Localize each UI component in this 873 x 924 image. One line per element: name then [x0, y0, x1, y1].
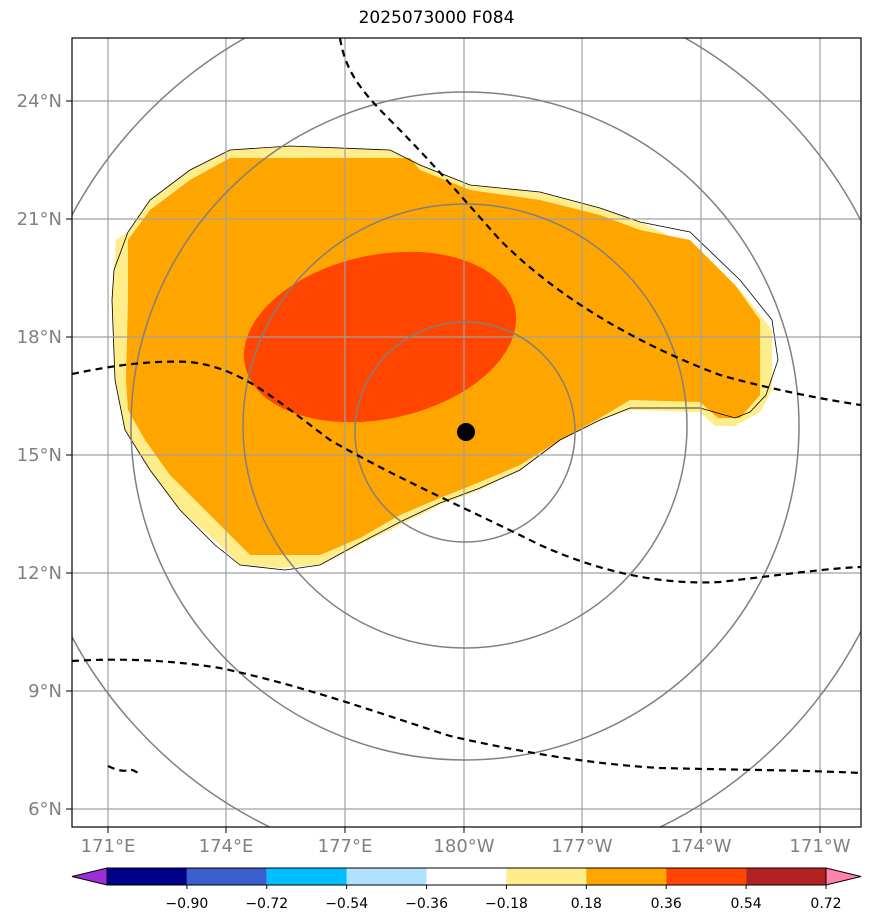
lat-tick-label: 21°N: [17, 209, 62, 230]
lon-tick-label: 174°E: [199, 836, 254, 857]
range-ring-1: [354, 321, 576, 543]
colorbar-tick-label: 0.36: [651, 896, 682, 912]
lon-tick-label: 177°E: [318, 836, 373, 857]
colorbar-segment: [107, 868, 187, 885]
storm-center-marker: [457, 423, 475, 441]
colorbar-segment: [506, 868, 587, 885]
colorbar-tick-label: −0.36: [405, 896, 448, 912]
lat-tick-label: 18°N: [17, 327, 62, 348]
colorbar-tick-label: −0.72: [245, 896, 288, 912]
lat-tick-label: 9°N: [28, 681, 62, 702]
dashed-contours: [72, 38, 861, 775]
colorbar-tick-label: 0.72: [810, 896, 841, 912]
colorbar-tick-label: −0.18: [485, 896, 528, 912]
lat-tick-label: 6°N: [28, 799, 62, 820]
colorbar-segment: [426, 868, 507, 885]
lon-tick-label: 171°E: [81, 836, 136, 857]
colorbar-tick-label: 0.18: [571, 896, 602, 912]
lon-tick-label: 177°W: [551, 836, 612, 857]
colorbar-tick-label: −0.90: [165, 896, 208, 912]
lon-tick-label: 171°W: [789, 836, 850, 857]
dashed-contour-3: [72, 658, 861, 775]
map-area: [72, 38, 861, 827]
range-rings: [72, 38, 861, 827]
colorbar-segment: [666, 868, 747, 885]
colorbar: −0.90 −0.72 −0.54 −0.36 −0.18 0.18 0.36 0.54 0.7…: [71, 867, 862, 912]
range-ring-2: [242, 203, 688, 649]
colorbar-segment: [346, 868, 427, 885]
dashed-contour-1: [338, 38, 861, 407]
colorbar-tick-label: −0.54: [325, 896, 368, 912]
lon-tick-label: 180°W: [433, 836, 494, 857]
lat-tick-label: 15°N: [17, 445, 62, 466]
colorbar-extend-high: [825, 867, 862, 886]
colorbar-extend-low: [71, 867, 108, 886]
latitude-axis: 24°N 21°N 18°N 15°N 12°N 9°N 6°N: [17, 91, 72, 820]
lon-tick-label: 174°W: [670, 836, 731, 857]
lat-tick-label: 12°N: [17, 563, 62, 584]
colorbar-tick-label: 0.54: [731, 896, 762, 912]
map-title: 2025073000 F084: [358, 8, 515, 28]
colorbar-frame: [106, 867, 827, 886]
colorbar-segment: [186, 868, 267, 885]
colorbar-segment: [746, 868, 826, 885]
field-shading: [111, 145, 779, 571]
colorbar-segment: [266, 868, 347, 885]
colorbar-segment: [586, 868, 667, 885]
dashed-contour-2: [72, 360, 861, 584]
range-ring-3: [130, 91, 800, 761]
longitude-axis: 171°E 174°E 177°E 180°W 177°W 174°W 171°W: [81, 827, 851, 857]
field-outline: [111, 145, 779, 571]
map-frame: [71, 37, 862, 828]
dashed-contour-4: [107, 765, 139, 774]
lat-tick-label: 24°N: [17, 91, 62, 112]
